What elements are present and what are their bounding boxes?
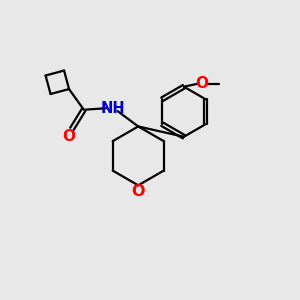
Text: O: O	[196, 76, 208, 91]
Text: O: O	[131, 184, 145, 199]
Text: NH: NH	[101, 101, 125, 116]
Text: O: O	[62, 129, 76, 144]
